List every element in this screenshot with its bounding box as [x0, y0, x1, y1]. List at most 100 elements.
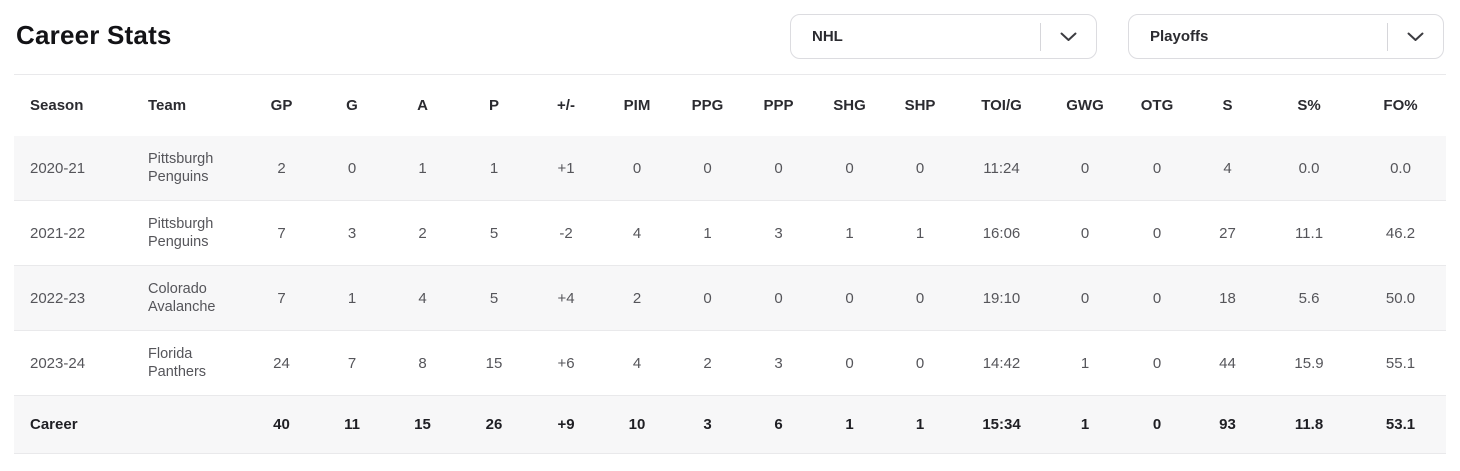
stat-cell: 3	[774, 224, 783, 242]
stat-cell: 0	[1080, 289, 1090, 307]
stat-cell: +1	[557, 159, 575, 177]
stat-cell: 0.0	[1298, 159, 1320, 177]
stat-cell: 4	[632, 354, 642, 372]
stat-cell: 0	[1152, 289, 1162, 307]
stat-cell: 19:10	[982, 289, 1021, 307]
column-header-s: S	[1222, 96, 1233, 114]
column-header-shp: SHP	[904, 96, 936, 114]
column-header-ppg: PPG	[691, 96, 724, 114]
stat-cell: 0	[915, 354, 925, 372]
mode-dropdown[interactable]: Playoffs	[1128, 14, 1444, 59]
stat-cell: 1	[347, 289, 357, 307]
stat-cell: 0	[1152, 159, 1162, 177]
stat-cell: 5	[489, 224, 499, 242]
career-stat-cell: 53.1	[1385, 416, 1416, 433]
career-stat-cell: 3	[703, 416, 712, 433]
header-bar: Career Stats NHL Playoffs	[0, 0, 1460, 74]
column-header-team: Team	[148, 96, 187, 114]
stat-cell: 50.0	[1385, 289, 1416, 307]
stat-cell: 0	[632, 159, 642, 177]
career-stat-cell: 1	[845, 416, 854, 433]
stat-cell: 1	[489, 159, 499, 177]
column-header--: +/-	[557, 96, 575, 114]
stat-cell: 0	[1152, 224, 1162, 242]
table-row: 2020-21 Pittsburgh Penguins 2 0 1 1 +1 0 0 0 0 0 11:…	[14, 135, 1446, 201]
stat-cell: 0	[774, 159, 783, 177]
stat-cell: 7	[347, 354, 357, 372]
season-cell: 2022-23	[30, 289, 86, 307]
stat-cell: 8	[418, 354, 427, 372]
stat-cell: 15	[485, 354, 503, 372]
career-stat-cell: 15	[414, 416, 431, 433]
stat-cell: 7	[277, 289, 286, 307]
stat-cell: 4	[632, 224, 642, 242]
column-header-g: G	[346, 96, 358, 114]
career-team-cell	[140, 396, 246, 454]
stat-cell: 16:06	[982, 224, 1021, 242]
dropdown-divider	[1040, 22, 1041, 51]
career-stat-cell: 10	[628, 416, 646, 433]
stat-cell: 0.0	[1390, 159, 1411, 177]
career-stat-cell: 11	[344, 416, 360, 433]
stat-cell: 0	[845, 289, 854, 307]
column-header-s-: S%	[1297, 96, 1321, 114]
chevron-down-icon	[1041, 32, 1096, 42]
team-cell: Colorado Avalanche	[148, 280, 216, 315]
column-header-gp: GP	[270, 96, 293, 114]
page-title: Career Stats	[16, 20, 172, 50]
stat-cell: 0	[845, 159, 854, 177]
dropdown-divider	[1387, 22, 1388, 51]
table-row: 2022-23 Colorado Avalanche 7 1 4 5 +4 2 0 0 0 0 19:1…	[14, 265, 1446, 331]
stat-cell: 27	[1219, 224, 1236, 242]
stat-cell: 5.6	[1298, 289, 1320, 307]
stat-cell: 2	[703, 354, 712, 372]
stat-cell: 0	[1080, 159, 1090, 177]
column-header-gwg: GWG	[1066, 96, 1104, 114]
team-cell: Florida Panthers	[148, 345, 207, 380]
career-label-cell: Career	[30, 416, 78, 433]
stat-cell: 0	[845, 354, 854, 372]
season-cell: 2023-24	[30, 354, 86, 372]
column-header-a: A	[417, 96, 428, 114]
column-header-ppp: PPP	[763, 96, 794, 114]
stat-cell: 4	[1223, 159, 1232, 177]
stat-cell: 0	[703, 159, 712, 177]
career-stat-cell: 11.8	[1294, 416, 1324, 433]
career-stat-cell: 26	[485, 416, 503, 433]
chevron-down-icon	[1388, 32, 1443, 42]
stat-cell: 2	[418, 224, 427, 242]
column-header-toi-g: TOI/G	[981, 96, 1022, 114]
stat-cell: 46.2	[1385, 224, 1416, 242]
league-dropdown[interactable]: NHL	[790, 14, 1097, 59]
stat-cell: 15.9	[1294, 354, 1324, 372]
stat-cell: 14:42	[982, 354, 1021, 372]
table-row: 2023-24 Florida Panthers 24 7 8 15 +6 4 2 3 0 0 14:4…	[14, 331, 1446, 396]
stat-cell: 44	[1219, 354, 1236, 372]
stat-cell: 2	[632, 289, 642, 307]
column-header-p: P	[488, 96, 499, 114]
stat-cell: 0	[915, 289, 925, 307]
stat-cell: 4	[418, 289, 427, 307]
stat-cell: 3	[774, 354, 783, 372]
stat-cell: 55.1	[1385, 354, 1416, 372]
stat-cell: 5	[489, 289, 499, 307]
career-stat-cell: +9	[557, 416, 575, 433]
career-stat-cell: 6	[774, 416, 783, 433]
stat-cell: 1	[1080, 354, 1090, 372]
season-cell: 2021-22	[30, 224, 86, 242]
stat-cell: 0	[1080, 224, 1090, 242]
table-header-row: Season Team GP G A P +/- PIM PPG PPP SHG SHP TOI/G GW…	[14, 74, 1446, 136]
stat-cell: 0	[915, 159, 925, 177]
career-stat-cell: 0	[1152, 416, 1162, 433]
stat-cell: 24	[273, 354, 290, 372]
career-stat-cell: 1	[915, 416, 925, 433]
season-cell: 2020-21	[30, 159, 86, 177]
stat-cell: +4	[557, 289, 575, 307]
stat-cell: 11:24	[983, 159, 1020, 177]
career-stat-cell: 93	[1219, 416, 1236, 433]
career-stat-cell: 1	[1080, 416, 1090, 433]
league-dropdown-value: NHL	[812, 28, 843, 45]
career-totals-row: Career 40 11 15 26 +9 10 3 6 1 1 15:34 1 0 93 11.8 53.1	[14, 395, 1446, 454]
column-header-shg: SHG	[833, 96, 866, 114]
